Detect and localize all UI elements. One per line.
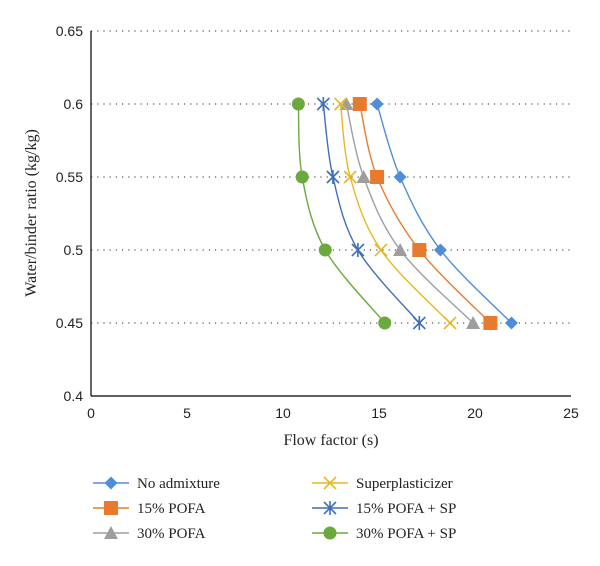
x-tick-label: 20 (467, 405, 483, 421)
y-axis-title: Water/binder ratio (kg/kg) (23, 129, 40, 297)
series-30-pofa-sp (291, 97, 392, 330)
legend-item: Superplasticizer (312, 476, 453, 492)
series-line (339, 103, 451, 324)
legend-label: Superplasticizer (356, 476, 453, 492)
legend-label: 15% POFA (137, 501, 206, 517)
legend-marker (104, 526, 118, 539)
legend-label: No admixture (137, 476, 220, 492)
data-point (352, 97, 367, 111)
legend-item: No admixture (93, 476, 220, 492)
x-tick-label: 25 (563, 405, 579, 421)
data-point (374, 243, 388, 257)
legend-marker (104, 476, 118, 490)
data-point (483, 316, 498, 330)
data-point (316, 97, 330, 111)
data-point (443, 316, 457, 330)
series-line (345, 103, 474, 324)
data-point (356, 170, 371, 183)
data-point (433, 243, 447, 257)
x-tick-label: 10 (275, 405, 291, 421)
gridlines (91, 30, 571, 324)
y-tick-label: 0.45 (56, 315, 83, 331)
x-tick-label: 15 (371, 405, 387, 421)
series-30-pofa (339, 97, 481, 329)
data-point (326, 170, 340, 184)
data-point (370, 97, 384, 111)
legend-label: 15% POFA + SP (356, 501, 456, 517)
data-point (295, 170, 309, 184)
y-tick-label: 0.65 (56, 23, 83, 39)
legend-marker (323, 501, 337, 515)
series-line (322, 103, 420, 324)
data-point (334, 97, 348, 111)
series-group (291, 97, 518, 330)
series-no-admixture (370, 97, 518, 330)
series-line (376, 103, 512, 324)
y-tick-label: 0.5 (64, 242, 84, 258)
data-point (343, 170, 357, 184)
legend-label: 30% POFA + SP (356, 526, 456, 542)
data-point (370, 170, 385, 184)
data-point (504, 316, 518, 330)
legend-item: 30% POFA + SP (312, 526, 456, 542)
legend-item: 15% POFA + SP (312, 501, 456, 517)
y-tick-label: 0.6 (64, 96, 84, 112)
series-15-pofa-sp (316, 97, 426, 330)
legend-item: 30% POFA (93, 526, 206, 542)
legend-item: 15% POFA (93, 501, 206, 517)
legend-marker (323, 476, 337, 490)
data-point (412, 316, 426, 330)
x-axis-title: Flow factor (s) (283, 432, 378, 449)
data-point (393, 170, 407, 184)
x-tick-label: 5 (183, 405, 191, 421)
data-point (291, 97, 305, 111)
series-15-pofa (352, 97, 498, 330)
data-point (412, 243, 427, 257)
data-point (378, 316, 392, 330)
legend-label: 30% POFA (137, 526, 206, 542)
y-tick-label: 0.4 (64, 388, 84, 404)
data-point (351, 243, 365, 257)
series-superplasticizer (334, 97, 457, 330)
x-tick-labels: 0 5 10 15 20 25 (87, 405, 579, 421)
legend: No admixture 15% POFA 30% POFA Superplastic… (93, 476, 456, 542)
y-tick-label: 0.55 (56, 169, 83, 185)
data-point (466, 316, 481, 329)
data-point (318, 243, 332, 257)
data-point (393, 243, 408, 256)
series-line (359, 103, 491, 324)
y-tick-labels: 0.4 0.45 0.5 0.55 0.6 0.65 (56, 23, 83, 404)
series-line (297, 103, 386, 324)
legend-marker (323, 526, 337, 540)
legend-marker (104, 501, 118, 515)
x-tick-label: 0 (87, 405, 95, 421)
